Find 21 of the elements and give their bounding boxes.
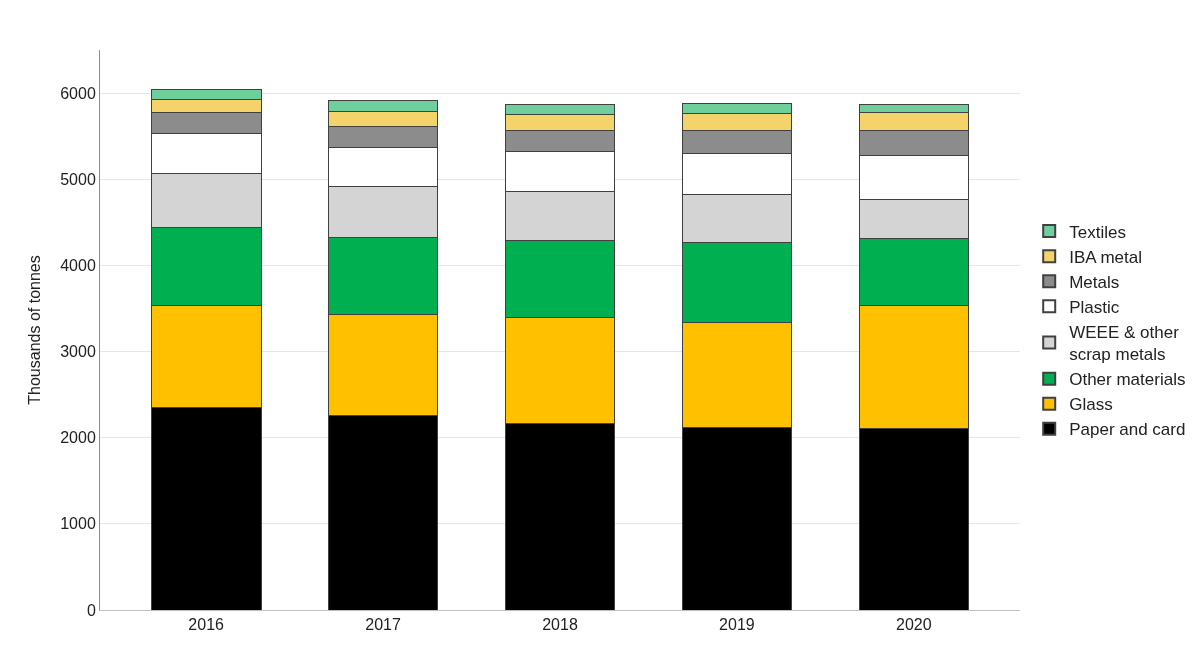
legend-label: Metals bbox=[1069, 272, 1120, 292]
x-tick-label: 2016 bbox=[188, 616, 225, 634]
y-tick-label: 6000 bbox=[60, 84, 96, 102]
legend-label: Other materials bbox=[1069, 370, 1186, 390]
x-tick-label: 2020 bbox=[896, 616, 932, 634]
y-tick-label: 2000 bbox=[60, 429, 96, 447]
y-tick-label: 1000 bbox=[60, 515, 96, 533]
x-tick-label: 2018 bbox=[542, 616, 578, 634]
legend-label: Glass bbox=[1069, 395, 1113, 415]
y-tick-label: 5000 bbox=[60, 170, 96, 188]
legend-label: Textiles bbox=[1069, 222, 1126, 242]
x-tick-label: 2017 bbox=[365, 616, 401, 634]
legend-label: Plastic bbox=[1069, 297, 1120, 317]
legend-label: Paper and card bbox=[1069, 420, 1186, 440]
y-axis-title: Thousands of tonnes bbox=[26, 255, 44, 405]
y-tick-label: 3000 bbox=[60, 343, 96, 361]
x-tick-label: 2019 bbox=[719, 616, 755, 634]
y-tick-label: 4000 bbox=[60, 256, 96, 274]
legend-label: IBA metal bbox=[1069, 247, 1142, 267]
legend-label: WEEE & other scrap metals bbox=[1069, 323, 1180, 365]
y-tick-label: 0 bbox=[86, 601, 96, 619]
